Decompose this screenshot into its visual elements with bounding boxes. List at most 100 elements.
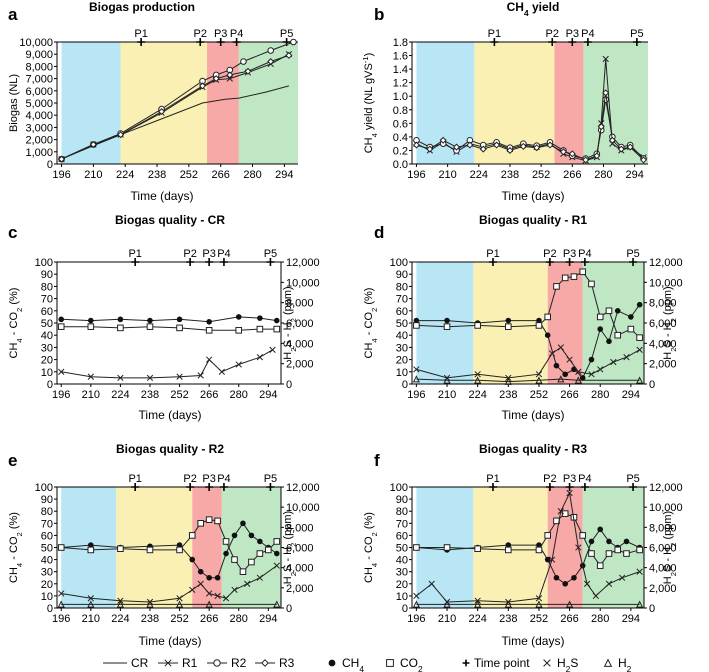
y-tick-label: 80 <box>41 506 53 518</box>
y2-tick-label: 6,000 <box>286 543 314 555</box>
data-point <box>231 532 238 539</box>
y-tick-label: 50 <box>396 543 408 555</box>
time-point-marker <box>232 38 241 46</box>
data-point <box>58 155 66 163</box>
x-tick-label: 294 <box>259 389 277 401</box>
data-point <box>570 273 578 280</box>
data-point <box>617 145 625 153</box>
data-point <box>212 75 220 83</box>
legend-label: R3 <box>279 656 295 670</box>
legend-marker <box>328 659 336 667</box>
y2-tick-label: 6,000 <box>649 318 677 330</box>
x-axis-label: Time (days) <box>502 408 565 422</box>
x-tick-label: 210 <box>82 613 100 625</box>
data-point <box>240 520 246 527</box>
data-point <box>443 600 451 608</box>
data-point <box>244 580 251 587</box>
y2-tick-label: 8,000 <box>286 522 314 534</box>
data-point <box>533 144 541 152</box>
series-ch4 <box>58 314 280 325</box>
x-tick-label: 266 <box>560 389 578 401</box>
data-point <box>87 595 94 602</box>
legend-item-co2: CO2 <box>386 656 423 672</box>
data-point <box>610 358 617 366</box>
data-point <box>623 550 630 557</box>
data-point <box>602 96 609 103</box>
y-tick-label: 20 <box>396 355 408 367</box>
data-point <box>535 322 543 329</box>
data-point <box>561 274 569 282</box>
data-point <box>146 374 154 382</box>
series-co2 <box>413 268 643 341</box>
data-point <box>88 317 94 324</box>
time-point-label: P4 <box>578 248 591 260</box>
x-tick-label: 266 <box>200 613 218 625</box>
series-h2s <box>413 489 643 606</box>
series-h2 <box>412 600 644 608</box>
x-tick-label: 238 <box>501 169 519 181</box>
time-point-marker <box>565 483 574 491</box>
x-tick-label: 252 <box>170 389 188 401</box>
time-point-label: P4 <box>581 28 594 40</box>
phase-band <box>547 262 583 384</box>
y-tick-label: 50 <box>41 543 53 555</box>
data-point <box>623 354 630 361</box>
y2-axis-label: H2S - H2 (ppm) <box>282 286 298 359</box>
panel-title: Biogas quality - R2 <box>116 442 224 456</box>
data-point <box>618 574 626 581</box>
data-point <box>197 372 204 379</box>
y-tick-label: 30 <box>396 567 408 579</box>
data-point <box>588 371 595 378</box>
phase-band <box>207 42 239 164</box>
panel-title: CH4 yield <box>507 0 560 18</box>
data-point <box>636 301 643 308</box>
data-point <box>474 371 481 378</box>
data-point <box>544 556 551 563</box>
y-tick-label: 30 <box>41 342 53 354</box>
data-point <box>205 590 213 597</box>
data-point <box>565 600 574 608</box>
x-tick-label: 266 <box>563 169 581 181</box>
data-point <box>566 489 573 497</box>
time-point-marker <box>266 258 275 266</box>
y-tick-label: 30 <box>396 342 408 354</box>
data-point <box>413 544 420 551</box>
data-point <box>608 136 616 144</box>
y-tick-label: 50 <box>396 318 408 330</box>
data-point <box>561 510 569 517</box>
y2-tick-label: 8,000 <box>286 298 314 310</box>
data-point <box>628 314 634 320</box>
data-point <box>239 568 247 576</box>
data-point <box>557 375 565 383</box>
series-r3 <box>412 89 648 164</box>
data-point <box>519 142 527 150</box>
time-point-label: P1 <box>128 248 141 260</box>
data-point <box>205 600 213 608</box>
time-point-label: P4 <box>217 473 230 485</box>
legend-label: CO2 <box>400 656 423 672</box>
data-point <box>557 344 564 351</box>
time-point-label: P2 <box>546 28 559 40</box>
data-point <box>559 148 567 156</box>
x-tick-label: 224 <box>468 389 486 401</box>
time-point-label: P3 <box>563 473 576 485</box>
data-point <box>218 368 225 375</box>
legend-marker <box>386 659 394 667</box>
time-point-marker <box>568 38 577 46</box>
data-point <box>206 574 212 581</box>
time-point-marker <box>196 38 205 46</box>
data-point <box>256 574 264 581</box>
data-point <box>636 546 643 554</box>
y-tick-label: 30 <box>41 567 53 579</box>
y-axis-label: CH4 - CO2 (%) <box>363 288 379 359</box>
time-point-label: P5 <box>264 248 277 260</box>
data-point <box>557 508 564 515</box>
y-tick-label: 80 <box>41 281 53 293</box>
data-point <box>579 268 587 276</box>
data-point <box>290 38 297 46</box>
panel-title: Biogas quality - CR <box>115 213 225 227</box>
y2-tick-label: 6,000 <box>286 318 314 330</box>
x-tick-label: 252 <box>170 613 188 625</box>
data-point <box>267 47 275 54</box>
data-point <box>235 327 243 334</box>
